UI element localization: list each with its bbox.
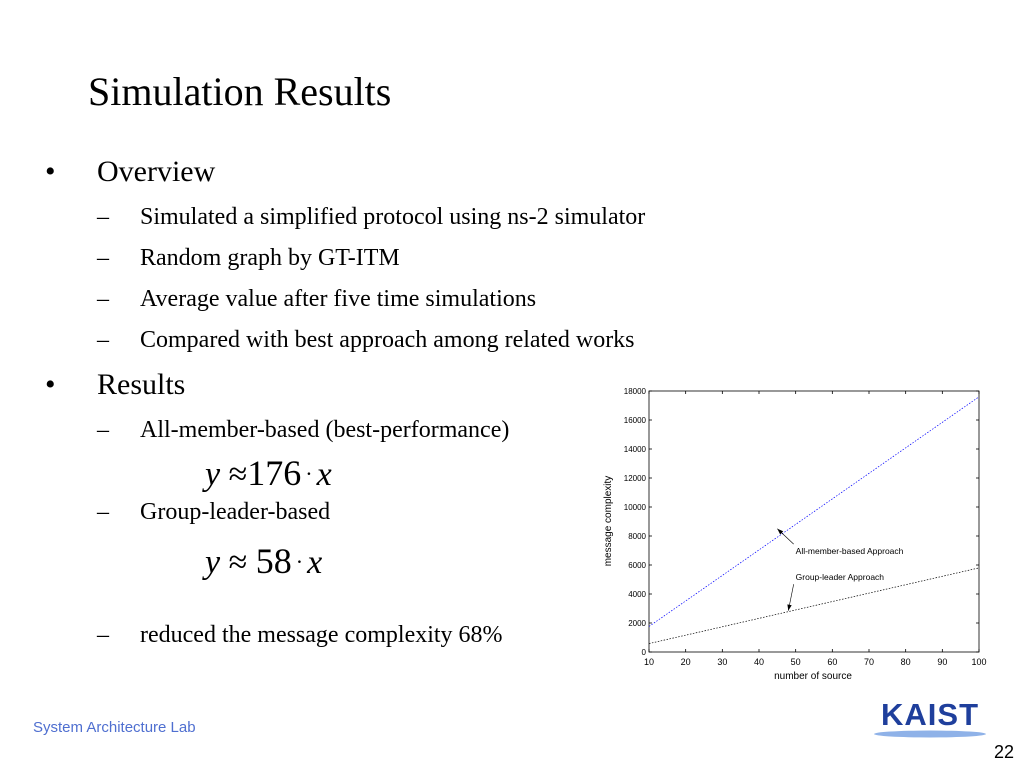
subitem-label: reduced the message complexity 68% [140, 622, 503, 648]
complexity-chart: 10 20 30 40 50 60 70 80 90 100 0 2000 4000 6000 8000 10… [596, 384, 996, 684]
y-tick-label: 16000 [624, 416, 647, 425]
x-tick-label: 80 [901, 657, 911, 667]
subitem-label: Simulated a simplified protocol using ns… [140, 204, 646, 230]
chart-x-axis-label: number of source [774, 671, 852, 682]
y-tick-label: 12000 [624, 474, 647, 483]
logo-swoosh [874, 730, 986, 738]
logo-text: KAIST [881, 697, 979, 732]
bullet-label: Results [97, 368, 186, 401]
x-tick-label: 20 [681, 657, 691, 667]
annotation-arrow-head [777, 528, 784, 535]
subitem-label: Compared with best approach among relate… [140, 327, 635, 353]
dash-marker: – [97, 499, 109, 525]
subitem: – Simulated a simplified protocol using … [97, 202, 757, 232]
subitem-label: Random graph by GT-ITM [140, 245, 400, 271]
formula-coefficient: 58 [255, 541, 292, 581]
formula-coefficient: 176 [247, 453, 302, 493]
subitem-label: Group-leader-based [140, 499, 331, 525]
bullet-marker: • [45, 155, 56, 188]
chart-y-axis-label: message complexity [603, 476, 614, 567]
subitem: – Compared with best approach among rela… [97, 325, 757, 355]
bullet-results: • Results [45, 367, 345, 403]
footer-lab-name: System Architecture Lab [33, 719, 196, 736]
y-tick-label: 14000 [624, 445, 647, 454]
chart-annotations: All-member-based Approach Group-leader Ap… [777, 528, 904, 611]
x-tick-label: 70 [864, 657, 874, 667]
series-line-1 [648, 567, 980, 644]
formula-dot: · [295, 549, 304, 574]
formula-var: y [205, 544, 221, 581]
y-tick-label: 4000 [628, 590, 646, 599]
x-tick-label: 90 [937, 657, 947, 667]
y-tick-label: 6000 [628, 561, 646, 570]
y-tick-label: 18000 [624, 387, 647, 396]
slide-title: Simulation Results [88, 69, 392, 114]
dash-marker: – [97, 622, 109, 648]
annotation-label: Group-leader Approach [796, 572, 885, 582]
formula-group-leader: y ≈ 58 · x [205, 541, 322, 583]
subitem: – Average value after five time simulati… [97, 284, 757, 314]
subitem-label: Average value after five time simulation… [140, 286, 537, 312]
bullet-marker: • [45, 368, 56, 401]
y-tick-label: 0 [642, 648, 647, 657]
annotation-label: All-member-based Approach [796, 546, 904, 556]
dash-marker: – [97, 417, 109, 443]
series-line-0 [648, 396, 980, 627]
chart-series [648, 396, 980, 644]
y-tick-label: 10000 [624, 503, 647, 512]
chart-axes: 10 20 30 40 50 60 70 80 90 100 0 2000 4000 6000 8000 10… [624, 387, 987, 667]
formula-dot: · [305, 461, 313, 486]
chart-svg: 10 20 30 40 50 60 70 80 90 100 0 2000 4000 6000 8000 10… [603, 387, 987, 682]
x-tick-label: 50 [791, 657, 801, 667]
subitem-label: All-member-based (best-performance) [140, 417, 510, 443]
dash-marker: – [97, 204, 109, 230]
formula-approx: ≈ [228, 544, 248, 581]
dash-marker: – [97, 286, 109, 312]
kaist-logo: KAIST [874, 697, 986, 738]
subitem: – Random graph by GT-ITM [97, 243, 757, 273]
formula-var: y [205, 456, 221, 493]
formula-all-member: y ≈176 · x [205, 453, 332, 495]
subitem: – reduced the message complexity 68% [97, 620, 587, 650]
formula-x: x [307, 544, 323, 581]
dash-marker: – [97, 245, 109, 271]
bullet-label: Overview [97, 155, 216, 188]
subitem: – Group-leader-based [97, 497, 587, 527]
x-tick-label: 30 [717, 657, 727, 667]
x-tick-label: 10 [644, 657, 654, 667]
y-tick-label: 8000 [628, 532, 646, 541]
annotation-arrow-head [787, 604, 792, 611]
page-number: 22 [993, 742, 1014, 762]
y-tick-label: 2000 [628, 619, 646, 628]
formula-x: x [316, 456, 332, 493]
x-tick-label: 100 [971, 657, 986, 667]
x-tick-label: 40 [754, 657, 764, 667]
x-tick-label: 60 [827, 657, 837, 667]
plot-frame [648, 390, 980, 653]
bullet-overview: • Overview [45, 154, 345, 190]
subitem: – All-member-based (best-performance) [97, 415, 587, 445]
formula-approx: ≈ [228, 456, 248, 493]
dash-marker: – [97, 327, 109, 353]
